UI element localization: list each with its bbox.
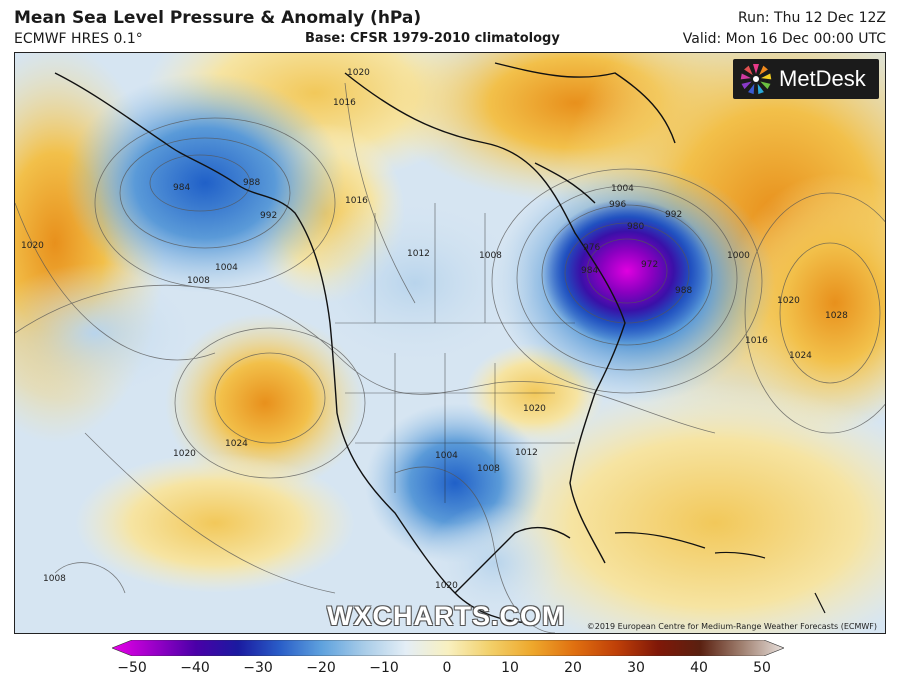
isobar-label: 1004 (611, 184, 634, 194)
caribbean-islands (614, 532, 826, 614)
map-canvas: 1020 1016 1016 1020 1012 984 988 992 100… (15, 53, 885, 633)
isobar-label: 1020 (347, 68, 370, 78)
isobar-lines (15, 82, 885, 633)
isobar-label: 988 (675, 286, 692, 296)
page-title: Mean Sea Level Pressure & Anomaly (hPa) (14, 8, 422, 28)
isobar-label: 976 (583, 243, 600, 253)
isobar-label: 1012 (407, 249, 430, 259)
isobar-label: 1020 (21, 241, 44, 251)
isobar-label: 1016 (333, 98, 356, 108)
isobar-label: 992 (260, 211, 277, 221)
isobar-label: 1008 (479, 251, 502, 261)
isobar-label: 1024 (789, 351, 812, 361)
colorbar-ticks: −50 −40 −30 −20 −10 0 10 20 30 40 50 (0, 660, 900, 680)
model-label: ECMWF HRES 0.1° (14, 31, 143, 47)
colorbar-tick: −30 (243, 660, 273, 676)
isobar-label: 1012 (515, 448, 538, 458)
isobar-label: 1024 (225, 439, 248, 449)
colorbar-tick: 10 (501, 660, 519, 676)
isobar-label: 1008 (477, 464, 500, 474)
isobar-label: 1028 (825, 311, 848, 321)
colorbar-shape (112, 640, 784, 656)
isobar-label: 1020 (523, 404, 546, 414)
colorbar-tick: 0 (442, 660, 452, 676)
isobar-label: 1004 (435, 451, 458, 461)
isobar-label: 972 (641, 260, 658, 270)
isobar-label: 1008 (43, 574, 66, 584)
run-label: Run: Thu 12 Dec 12Z (738, 10, 886, 26)
isobar-label: 1008 (187, 276, 210, 286)
valid-label: Valid: Mon 16 Dec 00:00 UTC (682, 31, 886, 47)
isobar-label: 980 (627, 222, 644, 232)
colorbar-tick: −40 (180, 660, 210, 676)
isobar-label: 988 (243, 178, 260, 188)
logo-text: MetDesk (779, 66, 866, 91)
colorbar-tick: 50 (753, 660, 771, 676)
colorbar-tick: 40 (690, 660, 708, 676)
coastlines (54, 62, 676, 624)
copyright-notice: ©2019 European Centre for Medium-Range W… (586, 622, 877, 631)
political-borders (335, 203, 575, 503)
isobar-label: 1020 (173, 449, 196, 459)
colorbar-tick: 20 (564, 660, 582, 676)
isobar-label: 1016 (745, 336, 768, 346)
isobar-label: 984 (173, 183, 190, 193)
metdesk-logo: MetDesk (733, 59, 879, 99)
isobar-label-group: 1020 1016 1016 1020 1012 984 988 992 100… (21, 68, 848, 591)
sunburst-icon (740, 64, 772, 95)
isobar-label: 996 (609, 200, 626, 210)
colorbar (112, 640, 784, 656)
climatology-label: Base: CFSR 1979-2010 climatology (305, 31, 560, 46)
colorbar-tick: −10 (369, 660, 399, 676)
watermark: WXCHARTS.COM (327, 601, 566, 631)
isobar-label: 992 (665, 210, 682, 220)
isobar-label: 1020 (777, 296, 800, 306)
isobar-label: 984 (581, 266, 598, 276)
isobar-label: 1004 (215, 263, 238, 273)
isobar-label: 1000 (727, 251, 750, 261)
isobar-label: 1020 (435, 581, 458, 591)
colorbar-tick: −20 (306, 660, 336, 676)
colorbar-tick: 30 (627, 660, 645, 676)
isobar-label: 1016 (345, 196, 368, 206)
pressure-anomaly-map: 1020 1016 1016 1020 1012 984 988 992 100… (14, 52, 886, 634)
colorbar-tick: −50 (117, 660, 147, 676)
